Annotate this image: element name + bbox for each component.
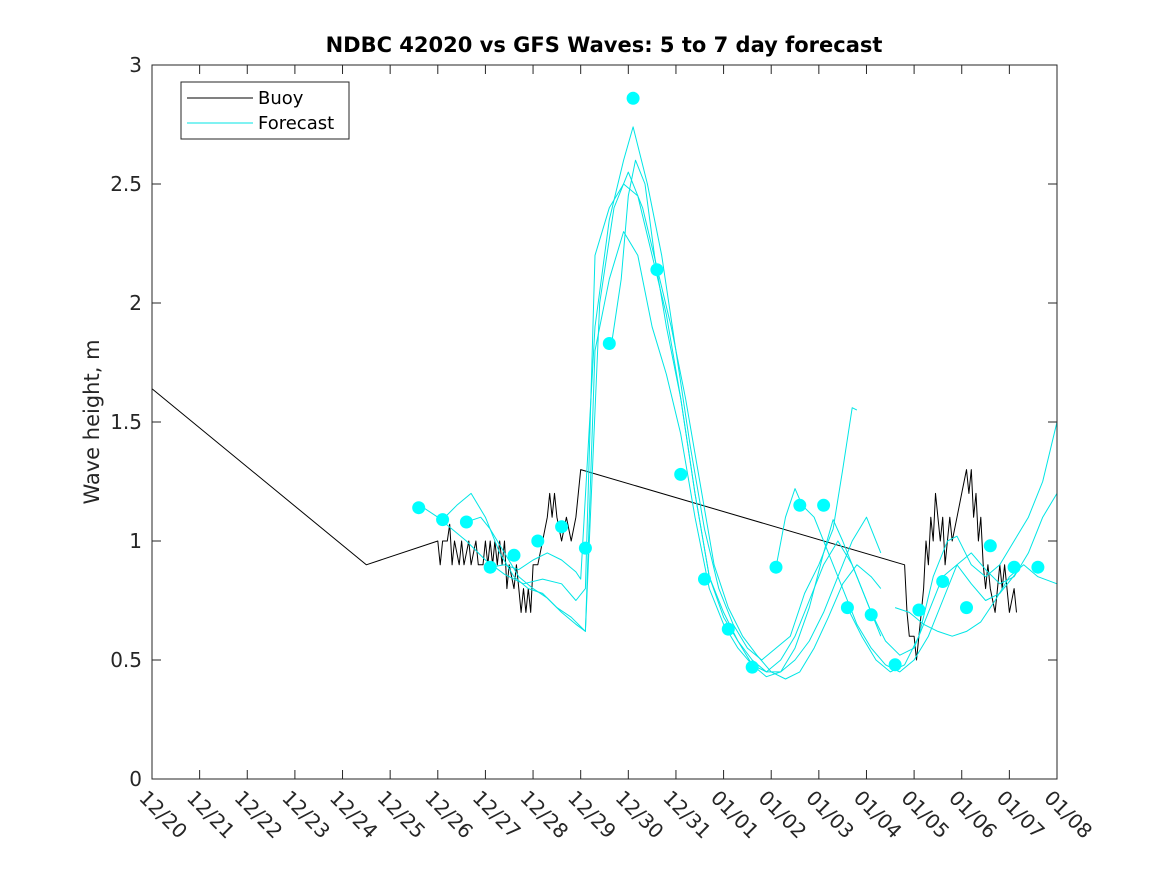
buoy-line xyxy=(151,388,1017,661)
forecast-marker-15 xyxy=(769,560,783,574)
plot-area: 00.511.522.5312/2012/2112/2212/2312/2412… xyxy=(110,53,1097,843)
forecast-marker-16 xyxy=(793,498,807,512)
legend: Buoy Forecast xyxy=(180,81,350,140)
y-tick-label-2: 1 xyxy=(129,529,142,553)
y-tick-label-3: 1.5 xyxy=(110,410,142,434)
forecast-line-4 xyxy=(490,126,858,661)
forecast-marker-11 xyxy=(674,467,688,481)
forecast-marker-5 xyxy=(531,534,545,548)
chart-title: NDBC 42020 vs GFS Waves: 5 to 7 day fore… xyxy=(326,33,883,57)
forecast-marker-25 xyxy=(1007,560,1021,574)
y-tick-label-5: 2.5 xyxy=(110,172,142,196)
series-layer xyxy=(151,126,1058,680)
forecast-marker-13 xyxy=(721,622,735,636)
y-tick-label-4: 2 xyxy=(129,291,142,315)
forecast-marker-1 xyxy=(436,513,450,527)
forecast-marker-20 xyxy=(888,658,902,672)
forecast-marker-18 xyxy=(840,601,854,615)
forecast-marker-6 xyxy=(555,520,569,534)
legend-forecast-label: Forecast xyxy=(258,113,334,134)
forecast-marker-0 xyxy=(412,501,426,515)
forecast-marker-9 xyxy=(626,91,640,105)
forecast-marker-17 xyxy=(817,498,831,512)
forecast-marker-21 xyxy=(912,603,926,617)
forecast-marker-14 xyxy=(745,660,759,674)
legend-box xyxy=(180,81,350,140)
y-tick-label-6: 3 xyxy=(129,53,142,77)
forecast-marker-7 xyxy=(578,541,592,555)
forecast-marker-2 xyxy=(459,515,473,529)
y-tick-label-1: 0.5 xyxy=(110,648,142,672)
forecast-marker-23 xyxy=(960,601,973,615)
legend-buoy-label: Buoy xyxy=(258,88,304,109)
forecast-line-3 xyxy=(466,171,882,680)
forecast-marker-10 xyxy=(650,263,664,277)
forecast-marker-24 xyxy=(983,539,997,553)
forecast-marker-3 xyxy=(483,560,497,574)
forecast-marker-19 xyxy=(864,608,878,622)
axes-background xyxy=(152,65,1057,779)
forecast-line-8 xyxy=(894,564,1058,637)
forecast-marker-12 xyxy=(698,572,711,586)
forecast-line-2 xyxy=(442,231,882,673)
y-axis-label: Wave height, m xyxy=(80,339,104,504)
y-tick-label-0: 0 xyxy=(129,767,142,791)
forecast-marker-26 xyxy=(1031,560,1045,574)
marker-layer xyxy=(412,91,1045,674)
forecast-marker-22 xyxy=(936,575,950,588)
forecast-marker-8 xyxy=(602,337,616,350)
forecast-line-7 xyxy=(846,421,1058,673)
forecast-marker-4 xyxy=(507,548,521,562)
